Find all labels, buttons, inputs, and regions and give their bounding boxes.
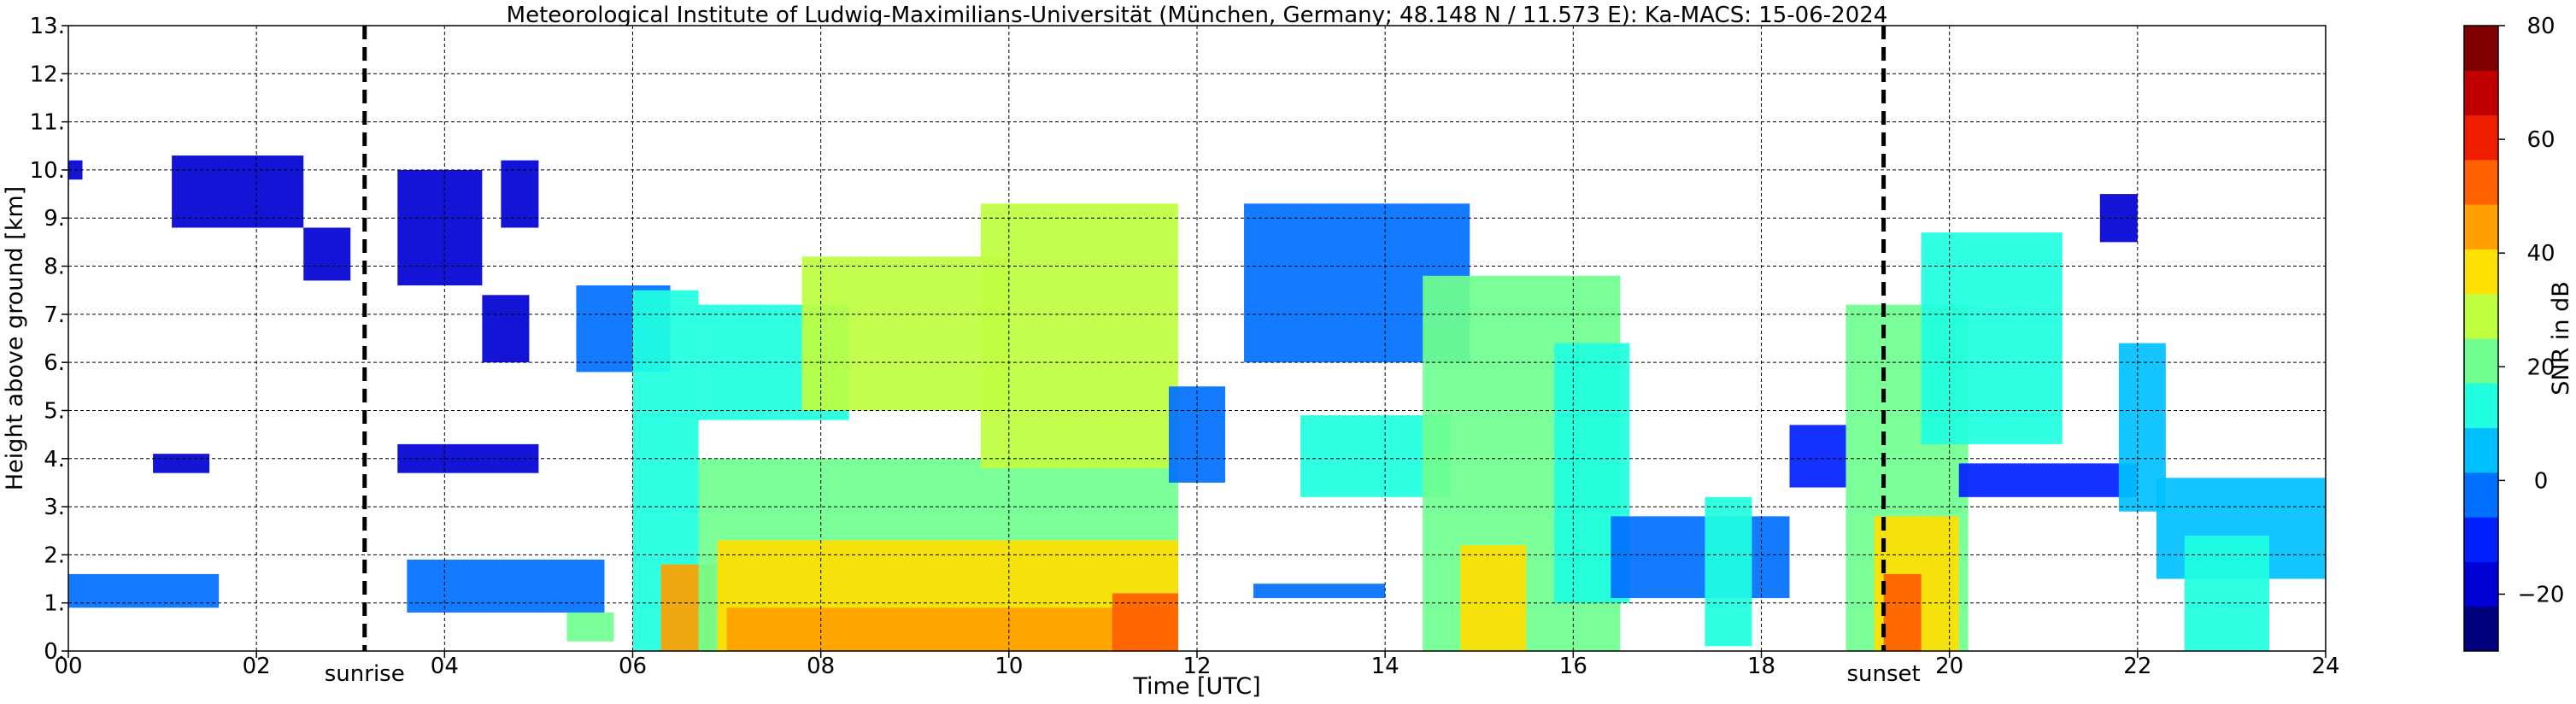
x-tick-label: 10 xyxy=(995,654,1023,679)
colorbar-segment xyxy=(2464,472,2498,518)
echo-region xyxy=(1883,573,1922,651)
x-tick-label: 08 xyxy=(807,654,835,679)
grid-lines xyxy=(68,26,2326,651)
y-tick-label: 2. xyxy=(44,543,65,568)
colorbar-segment xyxy=(2464,293,2498,339)
echo-region xyxy=(566,612,614,642)
colorbar-tick-label: 60 xyxy=(2526,127,2555,153)
echo-region xyxy=(2184,535,2269,651)
y-tick-label: 3. xyxy=(44,495,65,520)
annotation-labels: sunrise sunset xyxy=(325,661,1921,687)
echo-layer xyxy=(68,155,2326,651)
x-tick-label: 02 xyxy=(243,654,271,679)
echo-region xyxy=(303,227,351,281)
x-tick-label: 06 xyxy=(619,654,647,679)
colorbar-tick-label: 20 xyxy=(2526,355,2555,380)
sunrise-label: sunrise xyxy=(325,661,405,687)
echo-region xyxy=(1921,232,2063,444)
y-tick-label: 8. xyxy=(44,255,65,280)
colorbar-segment xyxy=(2464,517,2498,562)
x-tick-label: 04 xyxy=(431,654,459,679)
y-axis-label: Height above ground [km] xyxy=(2,186,28,490)
echo-region xyxy=(172,155,304,228)
echo-region xyxy=(397,443,539,473)
y-tick-label: 5. xyxy=(44,398,65,424)
colorbar-segment xyxy=(2464,561,2498,607)
colorbar-segment xyxy=(2464,70,2498,116)
colorbar-segment xyxy=(2464,606,2498,652)
plot-area xyxy=(67,25,2327,652)
colorbar-segment xyxy=(2464,114,2498,161)
colorbar-label: SNR in dB xyxy=(2548,281,2574,396)
y-tick-label: 9. xyxy=(44,206,65,232)
colorbar-segment xyxy=(2464,26,2498,71)
y-tick-label: 4. xyxy=(44,447,65,472)
echo-region xyxy=(1705,496,1752,647)
colorbar-tick-label: 40 xyxy=(2526,241,2555,267)
x-tick-label: 18 xyxy=(1747,654,1775,679)
colorbar-segment xyxy=(2464,249,2498,295)
sunset-label: sunset xyxy=(1846,661,1920,687)
y-tick-label: 0. xyxy=(44,639,65,665)
colorbar-segment xyxy=(2464,204,2498,249)
echo-region xyxy=(1112,593,1178,651)
echo-region xyxy=(2099,194,2138,243)
y-tick-label: 1. xyxy=(44,591,65,617)
x-tick-label: 12 xyxy=(1182,654,1211,679)
x-tick-label: 16 xyxy=(1559,654,1587,679)
y-tick-label: 12. xyxy=(30,62,65,87)
echo-region xyxy=(153,454,210,473)
x-tick-label: 22 xyxy=(2123,654,2151,679)
x-tick-label: 24 xyxy=(2311,654,2339,679)
echo-region xyxy=(1789,425,1846,488)
colorbar-segment xyxy=(2464,159,2498,205)
colorbar-segment xyxy=(2464,338,2498,384)
colorbar-tick-label: −20 xyxy=(2518,582,2565,607)
colorbar: 80 60 40 20 0 −20 xyxy=(2463,14,2565,652)
echo-region xyxy=(1611,516,1790,599)
y-tick-label: 11. xyxy=(30,110,65,136)
echo-region xyxy=(397,169,483,286)
colorbar-segment xyxy=(2464,383,2498,429)
y-tick-label: 7. xyxy=(44,302,65,328)
echo-region xyxy=(68,573,220,608)
echo-region xyxy=(407,560,605,613)
annotation-lines xyxy=(362,26,1887,651)
x-tick-label: 14 xyxy=(1371,654,1399,679)
colorbar-tick-label: 80 xyxy=(2526,14,2555,39)
y-tick-label: 10. xyxy=(30,158,65,184)
colorbar-tick-label: 0 xyxy=(2534,468,2549,494)
echo-region xyxy=(1460,545,1527,651)
x-tick-label: 00 xyxy=(54,654,82,679)
x-axis-label: Time [UTC] xyxy=(1132,673,1260,700)
colorbar-segment xyxy=(2464,427,2498,473)
echo-region xyxy=(1958,463,2138,497)
y-tick-label: 13. xyxy=(30,14,65,39)
x-axis: 00 02 04 06 08 10 12 14 16 18 20 22 24 xyxy=(54,651,2340,679)
echo-region xyxy=(501,160,539,228)
y-tick-label: 6. xyxy=(44,350,65,376)
echo-region xyxy=(801,256,1009,411)
echo-region xyxy=(1253,584,1386,599)
x-tick-label: 20 xyxy=(1935,654,1963,679)
echo-region xyxy=(482,295,530,363)
echo-region xyxy=(980,203,1178,469)
echo-region xyxy=(726,607,1169,651)
y-axis: 0. 1. 2. 3. 4. 5. 6. 7. 8. 9. 10. 11. 12. 13. xyxy=(30,14,68,665)
chart-title: Meteorological Institute of Ludwig-Maxim… xyxy=(507,3,1888,28)
colorbar-frame xyxy=(2463,25,2499,652)
